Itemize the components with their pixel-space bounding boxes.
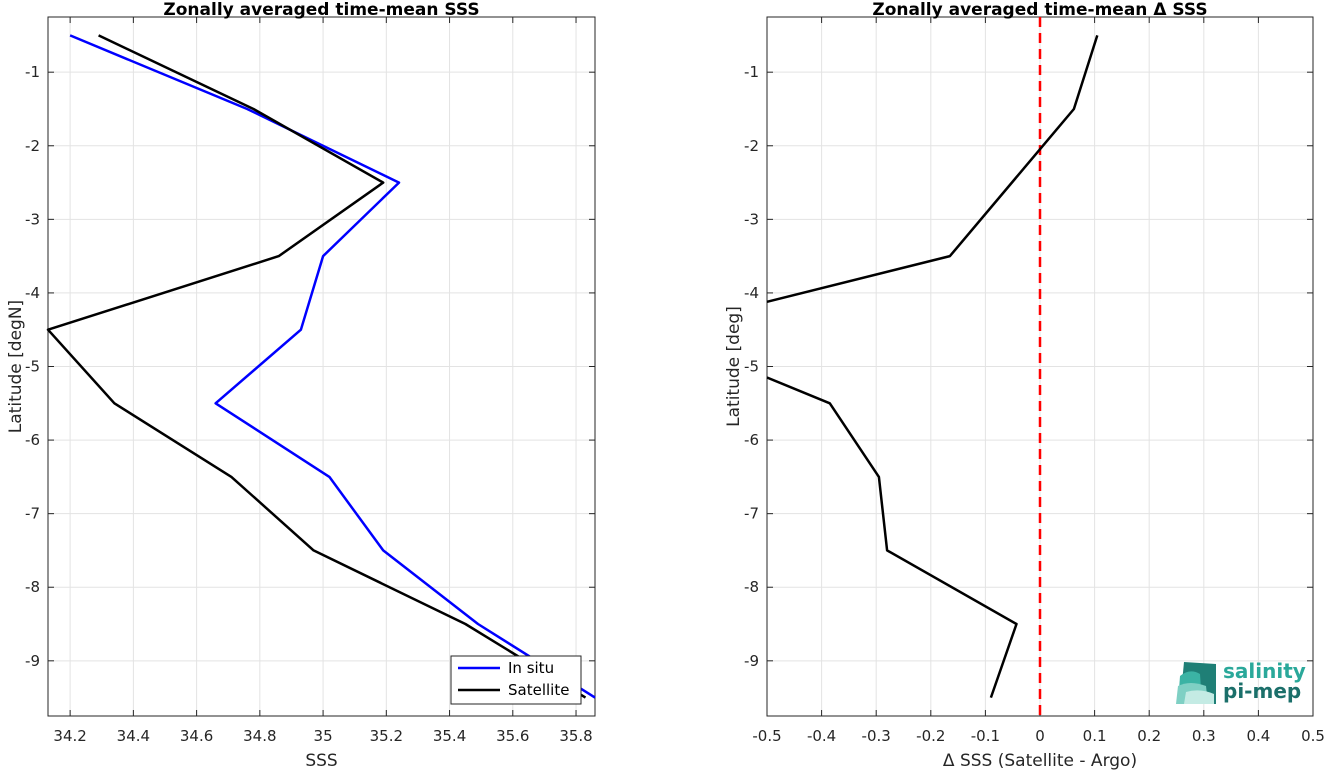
x-tick-label: 0.1: [1083, 727, 1107, 745]
left-panel: 34.2 34.4 34.6 34.8 35 35.2 35.4 35.6 35.8 -1 -2 -3…: [6, 0, 596, 770]
logo-text-salinity: salinity: [1223, 659, 1306, 683]
left-ylabel: Latitude [degN]: [6, 300, 26, 433]
x-tick-label: 34.6: [180, 727, 213, 745]
series-line-in-situ: [69, 34, 596, 699]
y-tick-label: -8: [744, 578, 759, 596]
x-tick-label: 35.8: [559, 727, 592, 745]
x-tick-label: -0.4: [807, 727, 836, 745]
left-title: Zonally averaged time-mean SSS: [163, 0, 479, 20]
right-panel: -0.5 -0.4 -0.3 -0.2 -0.1 0 0.1 0.2 0.3 0.4 0.5 -1 -2…: [724, 0, 1325, 770]
y-tick-label: -7: [25, 505, 40, 523]
x-tick-label: 0: [1035, 727, 1045, 745]
y-tick-label: -4: [25, 284, 40, 302]
x-tick-label: 0.5: [1301, 727, 1325, 745]
right-ylabel: Latitude [deg]: [724, 306, 744, 427]
right-xlabel: Δ SSS (Satellite - Argo): [943, 751, 1137, 770]
x-tick-label: 0.2: [1137, 727, 1161, 745]
left-xlabel: SSS: [305, 751, 337, 770]
delta-sss-line: [766, 376, 1018, 699]
logo-text-pi-mep: pi-mep: [1223, 679, 1301, 703]
y-tick-label: -3: [25, 210, 40, 228]
y-tick-label: -4: [744, 284, 759, 302]
y-tick-label: -2: [744, 137, 759, 155]
series-line-satellite: [46, 34, 587, 699]
x-tick-label: -0.1: [971, 727, 1000, 745]
legend: In situ Satellite: [450, 655, 582, 705]
legend-label-satellite: Satellite: [508, 681, 569, 699]
salinity-pimep-logo: salinity pi-mep: [1176, 659, 1306, 704]
x-tick-label: 34.2: [53, 727, 86, 745]
y-tick-label: -3: [744, 210, 759, 228]
logo-wave-icon: [1176, 662, 1216, 704]
left-grid: [48, 17, 595, 716]
legend-box: [450, 655, 582, 705]
x-tick-label: 0.4: [1246, 727, 1270, 745]
x-tick-label: -0.2: [916, 727, 945, 745]
left-ticks: 34.2 34.4 34.6 34.8 35 35.2 35.4 35.6 35.8 -1 -2 -3…: [25, 17, 595, 745]
x-tick-label: 35.4: [433, 727, 466, 745]
x-tick-label: 34.8: [243, 727, 276, 745]
y-tick-label: -8: [25, 578, 40, 596]
x-tick-label: -0.3: [862, 727, 891, 745]
legend-label-in-situ: In situ: [508, 659, 554, 677]
y-tick-label: -1: [25, 63, 40, 81]
delta-sss-line: [766, 35, 1099, 304]
y-tick-label: -2: [25, 137, 40, 155]
left-series: [46, 34, 596, 699]
y-tick-label: -9: [25, 652, 40, 670]
y-tick-label: -1: [744, 63, 759, 81]
y-tick-label: -6: [744, 431, 759, 449]
y-tick-label: -9: [744, 652, 759, 670]
y-tick-label: -5: [25, 358, 40, 376]
x-tick-label: -0.5: [752, 727, 781, 745]
x-tick-label: 34.4: [117, 727, 150, 745]
x-tick-label: 35.2: [370, 727, 403, 745]
x-tick-label: 35: [314, 727, 333, 745]
right-title: Zonally averaged time-mean Δ SSS: [872, 0, 1207, 20]
x-tick-label: 35.6: [496, 727, 529, 745]
y-tick-label: -7: [744, 505, 759, 523]
y-tick-label: -6: [25, 431, 40, 449]
right-ticks: -0.5 -0.4 -0.3 -0.2 -0.1 0 0.1 0.2 0.3 0.4 0.5 -1 -2…: [744, 17, 1325, 745]
x-tick-label: 0.3: [1192, 727, 1216, 745]
y-tick-label: -5: [744, 358, 759, 376]
right-series: [766, 35, 1099, 699]
